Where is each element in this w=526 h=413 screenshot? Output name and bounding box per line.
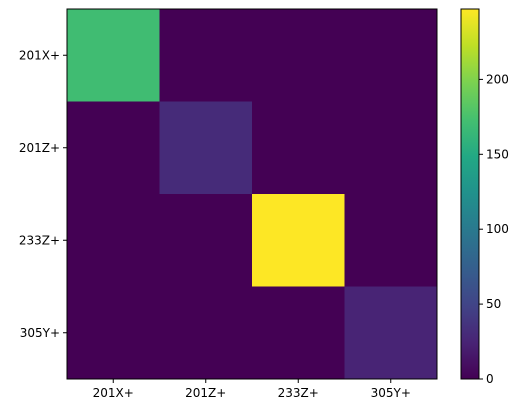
colorbar-tick-label: 50 [486,297,501,311]
colorbar-axis: 0 50 100 150 200 [479,72,509,386]
colorbar-tick-label: 0 [486,372,494,386]
colorbar [460,8,480,380]
colorbar-tick-label: 150 [486,147,509,161]
heatmap-cell [67,286,160,380]
heatmap-cell [159,194,253,287]
heatmap-cell [67,101,160,195]
heatmap-cell [344,9,438,102]
heatmap-cell [67,9,160,102]
heatmap-cell [252,101,345,195]
colorbar-tick-label: 200 [486,72,509,86]
heatmap-cell [159,101,253,195]
heatmap-cell [252,9,345,102]
heatmap-cell [344,194,438,287]
y-tick-label: 233Z+ [19,233,60,247]
x-tick-label: 305Y+ [371,386,411,400]
x-tick-label: 201X+ [93,386,134,400]
heatmap-cell [344,101,438,195]
x-tick-label: 201Z+ [185,386,226,400]
heatmap-cell [159,9,253,102]
plot-frame [66,8,438,380]
heatmap-cell [252,194,345,287]
heatmap-cells [67,9,438,380]
y-tick-label: 201X+ [19,48,60,62]
heatmap-cell [252,286,345,380]
colorbar-tick-label: 100 [486,222,509,236]
y-tick-label: 201Z+ [19,141,60,155]
heatmap-cell [159,286,253,380]
x-tick-label: 233Z+ [278,386,319,400]
y-tick-label: 305Y+ [20,326,60,340]
x-axis: 201X+ 201Z+ 233Z+ 305Y+ [93,379,411,400]
y-axis: 201X+ 201Z+ 233Z+ 305Y+ [19,48,67,340]
heatmap-cell [344,286,438,380]
heatmap-cell [67,194,160,287]
